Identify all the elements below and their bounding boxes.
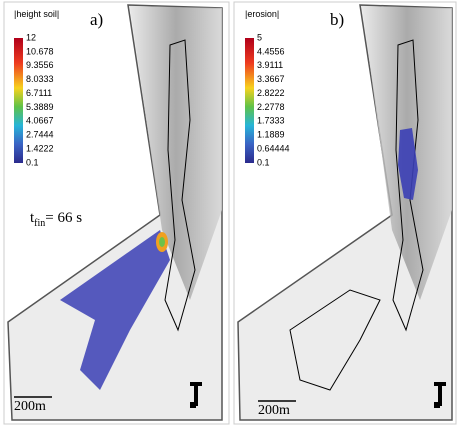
colorbar-tick-label: 2.7444	[26, 130, 54, 140]
panel-a: |height soil| a) tfin= 66 s 200m 1210.67…	[4, 2, 229, 424]
colorbar-tick-label: 0.1	[257, 157, 270, 167]
colorbar-tick-label: 1.1889	[257, 130, 285, 140]
subscript: fin	[34, 218, 45, 229]
colorbar-tick-label: 10.678	[26, 46, 54, 56]
colorbar-tick-label: 5	[257, 32, 262, 42]
deposit-peak	[159, 237, 165, 247]
colorbar-tick-label: 2.2778	[257, 102, 285, 112]
panel-label: b)	[330, 10, 344, 29]
colorbar-title: |erosion|	[245, 9, 279, 19]
colorbar-tick-label: 4.4556	[257, 46, 285, 56]
colorbar-tick-label: 4.0667	[26, 116, 54, 126]
colorbar-tick-label: 8.0333	[26, 74, 54, 84]
annotation-text: = 66 s	[45, 210, 82, 226]
colorbar-tick-label: 6.7111	[26, 88, 52, 98]
colorbar-tick-label: 9.3556	[26, 60, 54, 70]
colorbar-title: |height soil|	[14, 9, 59, 19]
colorbar-tick-label: 3.9111	[257, 60, 283, 70]
colorbar-tick-label: 2.8222	[257, 88, 285, 98]
colorbar-tick-label: 5.3889	[26, 102, 54, 112]
colorbar-tick-label: 0.1	[26, 157, 39, 167]
colorbar-tick-label: 1.4222	[26, 143, 54, 153]
colorbar-tick-label: 0.64444	[257, 143, 290, 153]
colorbar	[245, 38, 254, 163]
scale-label: 200m	[258, 403, 290, 418]
colorbar-tick-label: 1.7333	[257, 116, 285, 126]
scale-label: 200m	[14, 399, 46, 414]
panel-b: |erosion| b) 200m 5 4.4556 3.9111 3.3667 2.8…	[234, 2, 456, 424]
figure: |height soil| a) tfin= 66 s 200m 1210.67…	[0, 0, 459, 427]
panel-label: a)	[90, 10, 103, 29]
colorbar-tick-label: 12	[26, 32, 36, 42]
colorbar-tick-label: 3.3667	[257, 74, 285, 84]
colorbar	[14, 38, 23, 163]
